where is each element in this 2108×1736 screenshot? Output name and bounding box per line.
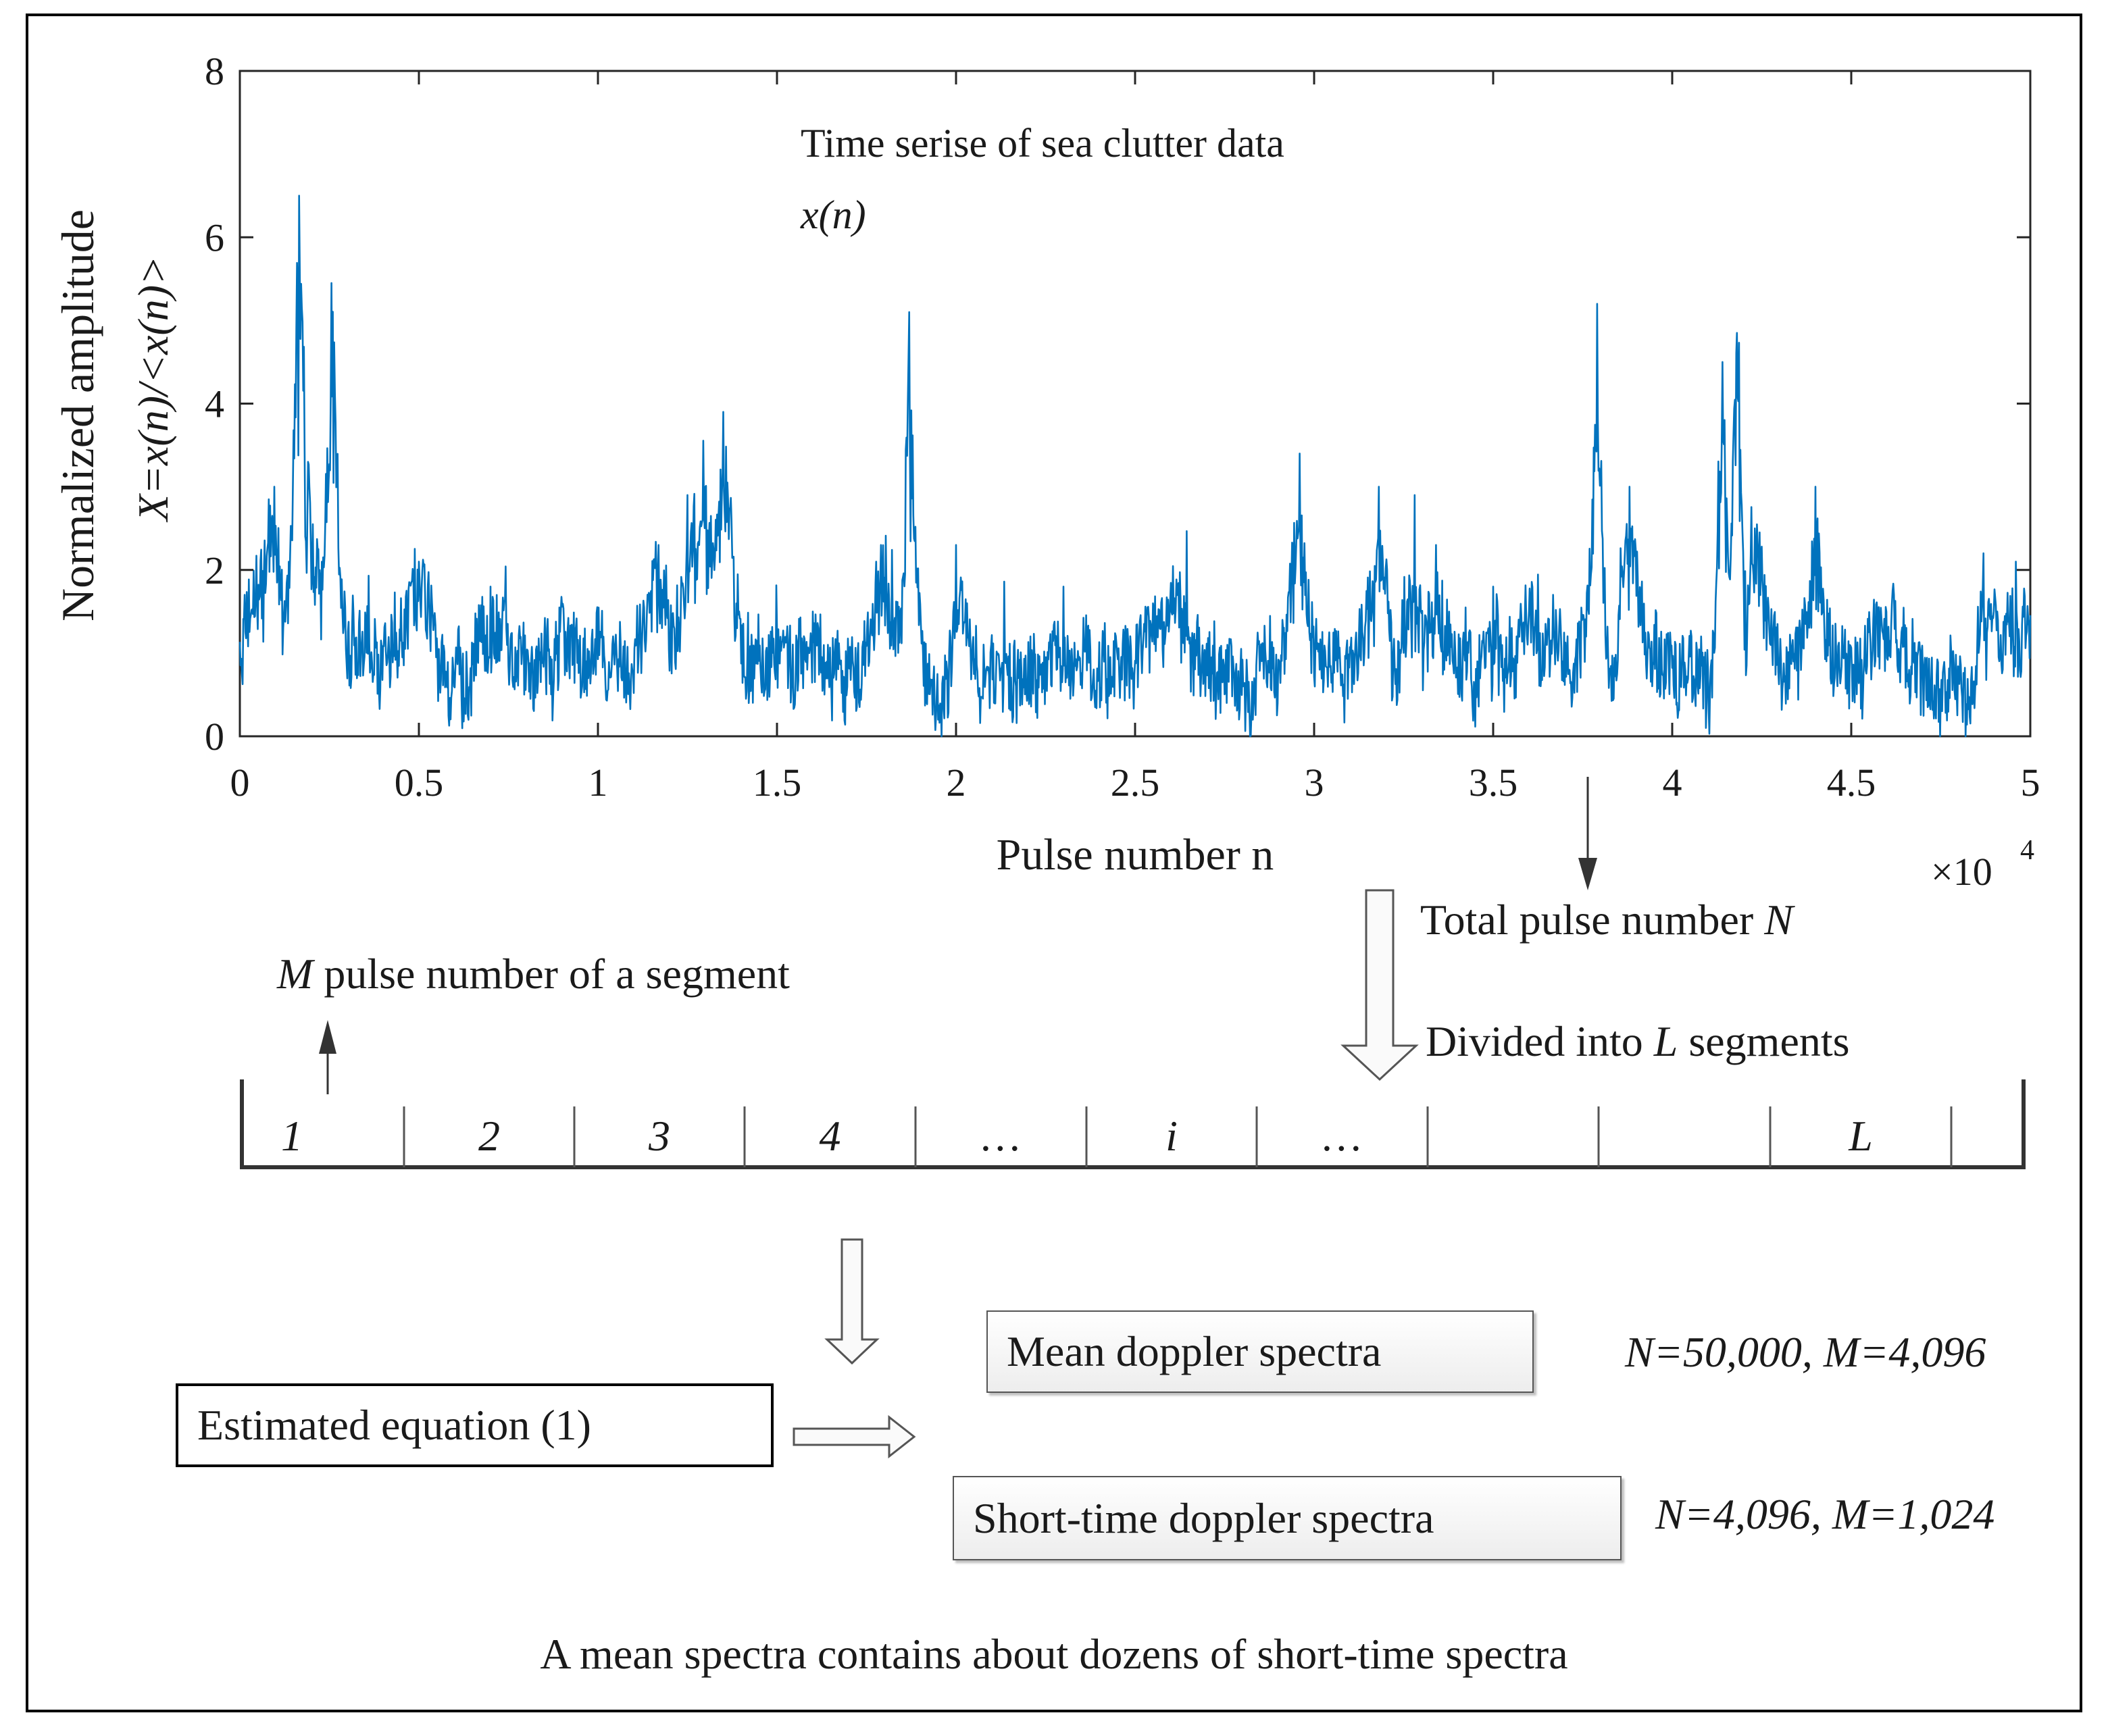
segment-label: …	[1323, 1112, 1361, 1160]
y-tick-label: 4	[205, 382, 224, 426]
segment-label: …	[982, 1112, 1020, 1160]
short-time-doppler-box: Short-time doppler spectra	[953, 1476, 1622, 1560]
total-pulse-var: N	[1764, 896, 1793, 944]
caption: A mean spectra contains about dozens of …	[540, 1630, 1568, 1678]
x-tick-label: 3.5	[1469, 761, 1518, 805]
x-tick-label: 2	[947, 761, 966, 805]
divided-var: L	[1653, 1017, 1678, 1065]
divided-suffix: segments	[1678, 1017, 1850, 1065]
x-multiplier-exponent: 4	[2020, 835, 2034, 866]
x-axis: 0 0.5 1 1.5 2 2.5 3 3.5 4 4.5 5	[230, 71, 2040, 805]
total-pulse-text: Total pulse number	[1420, 896, 1765, 944]
y-tick-label: 6	[205, 215, 224, 259]
segment-label: 2	[478, 1112, 500, 1160]
short-time-doppler-label: Short-time doppler spectra	[973, 1494, 1434, 1542]
mean-doppler-box: Mean doppler spectra	[986, 1310, 1534, 1393]
y-tick-label: 0	[205, 715, 224, 759]
divided-label: Divided into L segments	[1426, 1017, 1850, 1067]
x-tick-label: 4.5	[1827, 761, 1876, 805]
estimated-equation-label: Estimated equation (1)	[197, 1401, 591, 1449]
y-axis-label: Normalized amplitude	[52, 209, 103, 621]
segment-label: 3	[649, 1112, 670, 1160]
y-tick-label: 8	[205, 49, 224, 93]
x-tick-label: 0.5	[395, 761, 444, 805]
mean-doppler-label: Mean doppler spectra	[1007, 1327, 1382, 1375]
x-tick-label: 5	[2021, 761, 2040, 805]
chart-subtitle: x(n)	[800, 193, 866, 237]
segment-length-var: M	[277, 950, 313, 998]
mean-params: N=50,000, M=4,096	[1625, 1328, 1986, 1376]
segment-label: L	[1849, 1112, 1873, 1160]
x-tick-label: 2.5	[1111, 761, 1160, 805]
segment-length-text: pulse number of a segment	[313, 950, 790, 998]
figure-frame	[26, 14, 2082, 1712]
segment-label: i	[1165, 1112, 1178, 1160]
x-tick-label: 3	[1305, 761, 1324, 805]
total-pulse-label: Total pulse number N	[1420, 895, 1793, 945]
series-line-x(n)	[239, 195, 2032, 738]
segment-label: 4	[819, 1112, 841, 1160]
x-axis-label: Pulse number n	[997, 830, 1274, 879]
segment-label: 1	[281, 1112, 303, 1160]
segment-length-label: M pulse number of a segment	[277, 949, 790, 999]
y-tick-label: 2	[205, 548, 224, 592]
x-multiplier-label: ×10	[1931, 850, 1992, 894]
short-params: N=4,096, M=1,024	[1655, 1490, 1995, 1538]
chart-title: Time serise of sea clutter data	[801, 121, 1284, 165]
time-series-chart: 0 0.5 1 1.5 2 2.5 3 3.5 4 4.5 5 0 2 4 6 8 Time serise …	[52, 49, 2040, 894]
estimated-equation-box: Estimated equation (1)	[176, 1383, 774, 1467]
y-axis-sublabel: X=x(n)/<x(n)>	[129, 256, 177, 524]
divided-text: Divided into	[1426, 1017, 1654, 1065]
x-tick-label: 1	[588, 761, 608, 805]
x-tick-label: 0	[230, 761, 250, 805]
x-tick-label: 1.5	[753, 761, 802, 805]
x-tick-label: 4	[1663, 761, 1682, 805]
y-axis: 0 2 4 6 8	[205, 49, 2030, 759]
